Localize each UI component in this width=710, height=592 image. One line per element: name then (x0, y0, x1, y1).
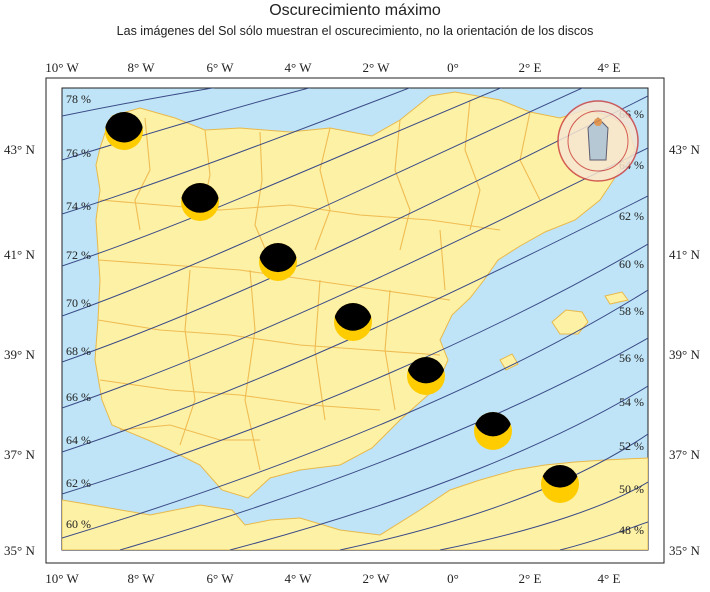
lat-label-43-right: 43° N (669, 142, 700, 157)
longitude-labels-bottom: 10° W 8° W 6° W 4° W 2° W 0° 2° E 4° E (45, 571, 620, 586)
ibiza (499, 353, 519, 371)
isoline-label-76: 76 % (66, 146, 91, 160)
isoline-label-68: 68 % (66, 344, 91, 358)
isoline-label-70: 70 % (66, 296, 91, 310)
lat-label-43-left: 43° N (4, 142, 35, 157)
mallorca (551, 309, 589, 335)
menorca (604, 291, 629, 305)
eclipse-disc (334, 303, 372, 341)
lat-label-37-right: 37° N (669, 447, 700, 462)
observatory-seal-logo (557, 100, 639, 182)
lat-label-35-left: 35° N (4, 543, 35, 558)
lon-label-10w-bottom: 10° W (45, 571, 79, 586)
isoline-label-r56: 56 % (619, 351, 644, 365)
lon-label-2e-top: 2° E (519, 60, 542, 75)
isoline-label-74: 74 % (66, 199, 91, 213)
lon-label-2w-bottom: 2° W (363, 571, 391, 586)
lat-label-35-right: 35° N (669, 543, 700, 558)
isoline-labels-right: 66 % 64 % 62 % 60 % 58 % 56 % 54 % 52 % … (619, 107, 644, 537)
lat-label-41-right: 41° N (669, 247, 700, 262)
moon-disc (541, 465, 579, 488)
isoline-label-64: 64 % (66, 433, 91, 447)
lon-label-4e-bottom: 4° E (598, 571, 621, 586)
lat-label-39-right: 39° N (669, 347, 700, 362)
lat-label-37-left: 37° N (4, 447, 35, 462)
isoline-labels-left: 78 % 76 % 74 % 72 % 70 % 68 % 66 % 64 % … (66, 92, 91, 531)
isoline-label-r62: 62 % (619, 209, 644, 223)
lon-label-10w-top: 10° W (45, 60, 79, 75)
lon-label-8w-top: 8° W (128, 60, 156, 75)
isoline-label-r58: 58 % (619, 304, 644, 318)
lon-label-4w-top: 4° W (285, 60, 313, 75)
province-boundaries (97, 99, 541, 471)
lon-label-4w-bottom: 4° W (285, 571, 313, 586)
north-africa (62, 457, 648, 550)
isoline-label-r54: 54 % (619, 395, 644, 409)
isoline-label-66: 66 % (66, 390, 91, 404)
moon-disc (407, 357, 445, 384)
isoline-label-r52: 52 % (619, 439, 644, 453)
eclipse-disc (407, 357, 445, 395)
map-subtitle: Las imágenes del Sol sólo muestran el os… (116, 24, 594, 38)
lon-label-6w-bottom: 6° W (207, 571, 235, 586)
lon-label-6w-top: 6° W (207, 60, 235, 75)
lat-label-41-left: 41° N (4, 247, 35, 262)
lon-label-4e-top: 4° E (598, 60, 621, 75)
lat-label-39-left: 39° N (4, 347, 35, 362)
lon-label-2e-bottom: 2° E (519, 571, 542, 586)
latitude-labels-left: 43° N 41° N 39° N 37° N 35° N (4, 142, 35, 558)
eclipse-disc (541, 465, 579, 503)
longitude-labels-top: 10° W 8° W 6° W 4° W 2° W 0° 2° E 4° E (45, 60, 620, 75)
isoline-label-78: 78 % (66, 92, 91, 106)
isoline-label-72: 72 % (66, 248, 91, 262)
lon-label-8w-bottom: 8° W (128, 571, 156, 586)
lon-label-0-top: 0° (447, 60, 459, 75)
isoline-label-62: 62 % (66, 476, 91, 490)
isoline-label-r60: 60 % (619, 257, 644, 271)
latitude-labels-right: 43° N 41° N 39° N 37° N 35° N (669, 142, 700, 558)
eclipse-disc (474, 412, 512, 450)
moon-disc (334, 303, 372, 331)
moon-disc (474, 412, 512, 437)
isoline-label-r50: 50 % (619, 482, 644, 496)
iberian-peninsula (94, 91, 636, 499)
map-title: Oscurecimiento máximo (269, 2, 441, 19)
isoline-label-60: 60 % (66, 517, 91, 531)
isoline-label-r48: 48 % (619, 523, 644, 537)
lon-label-2w-top: 2° W (363, 60, 391, 75)
lon-label-0-bottom: 0° (447, 571, 459, 586)
